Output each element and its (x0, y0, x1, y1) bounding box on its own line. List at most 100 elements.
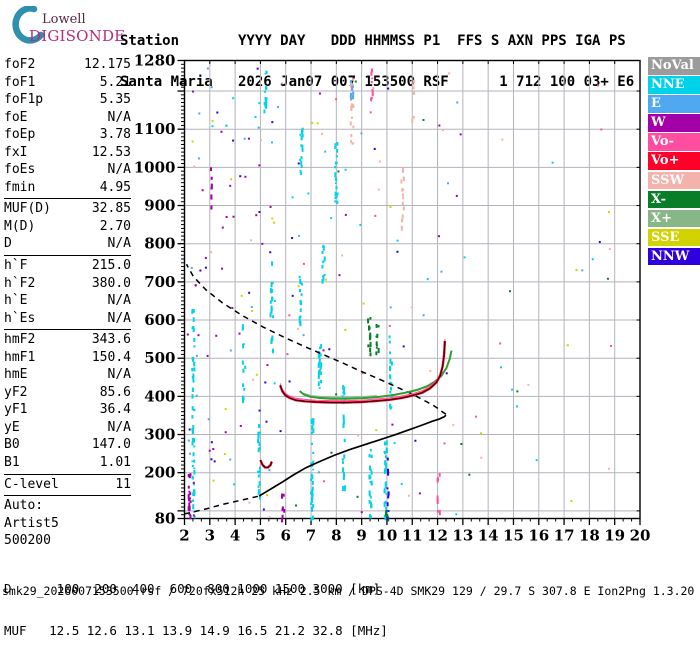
x-axis-label-16: 16 (528, 527, 549, 545)
o-mode-fringe (279, 339, 446, 402)
y-axis-label-200: 200 (144, 464, 175, 482)
x-axis-label-9: 9 (356, 527, 366, 545)
param-label: B0 (4, 437, 20, 453)
param-value: 36.4 (99, 402, 131, 418)
param-label: D (4, 236, 12, 252)
param-row-hes: h`Es N/A (4, 310, 131, 328)
y-axis-label-900: 900 (144, 197, 175, 215)
param-label: h`F2 (4, 275, 36, 291)
x-axis-label-12: 12 (427, 527, 448, 545)
x-axis-label-7: 7 (306, 527, 316, 545)
param-label: hmF1 (4, 349, 36, 365)
legend-item-vo: Vo- (648, 133, 700, 151)
x-axis-label-10: 10 (377, 527, 398, 545)
status-line: smk29_2026007153500.rsf / 720fx512h 25 k… (2, 584, 695, 598)
param-label: yF1 (4, 402, 28, 418)
logo-digisonde-text: DIGISONDE (29, 27, 126, 45)
param-value: 4.95 (99, 179, 131, 195)
param-row-ye: yE N/A (4, 419, 131, 437)
d-row: D 100 200 400 600 800 1000 1500 3000 [km… (4, 580, 381, 596)
param-value: 3.78 (99, 127, 131, 143)
y-axis-label-700: 700 (144, 273, 175, 291)
x-mode-trace (298, 350, 453, 400)
x-mode-trace-faint (303, 392, 377, 399)
param-value: 1.01 (99, 455, 131, 471)
param-value: 2.70 (99, 218, 131, 234)
param-label: h`Es (4, 310, 36, 326)
param-value: 5.21 (99, 74, 131, 90)
f1-cusp-trace (259, 459, 273, 469)
param-row-fof1p: foF1p 5.35 (4, 91, 131, 109)
legend-item-nne: NNE (648, 76, 700, 94)
parameter-panel: foF2 12.175 foF1 5.21 foF1p 5.35 foE N/A foEp 3.7… (4, 56, 131, 550)
param-row-he: h`E N/A (4, 292, 131, 310)
param-row-fof2: foF2 12.175 (4, 56, 131, 74)
param-row-hmf1: hmF1 150.4 (4, 349, 131, 367)
param-value: 215.0 (91, 258, 131, 274)
x-axis-label-5: 5 (255, 527, 265, 545)
param-label: foF1 (4, 74, 36, 90)
param-row-clevel: C-level 11 (4, 476, 131, 494)
param-row-fof1: foF1 5.21 (4, 74, 131, 92)
param-label: hmF2 (4, 332, 36, 348)
param-label: foE (4, 109, 28, 125)
artist-fitted-trace (279, 340, 446, 403)
legend-item-e: E (648, 95, 700, 113)
header-values-row: Santa Maria 2026 Jan07 007 153500 RSF 1 … (120, 73, 635, 90)
param-value: N/A (107, 162, 131, 178)
x-axis-label-13: 13 (452, 527, 473, 545)
param-row-hmf2: hmF2 343.6 (4, 331, 131, 349)
lowell-digisonde-logo: Lowell DIGISONDE (2, 4, 132, 50)
legend-item-ssw: SSW (648, 171, 700, 190)
y-axis-label-1100: 1100 (134, 120, 176, 138)
param-row-md: M(D) 2.70 (4, 218, 131, 236)
d-muf-table: D 100 200 400 600 800 1000 1500 3000 [km… (4, 553, 388, 653)
param-value: N/A (107, 109, 131, 125)
x-axis-label-20: 20 (630, 527, 651, 545)
param-value: 12.175 (84, 57, 131, 72)
param-label: hmE (4, 367, 28, 383)
x-axis-label-2: 2 (179, 527, 189, 545)
legend-item-x: X+ (648, 209, 700, 228)
param-label: h`E (4, 293, 28, 309)
param-value: 380.0 (91, 275, 131, 291)
param-label: M(D) (4, 218, 36, 234)
header-block: Station YYYY DAY DDD HHMMSS P1 FFS S AXN… (120, 7, 634, 104)
y-axis-label-300: 300 (144, 426, 175, 444)
x-axis-label-4: 4 (230, 527, 240, 545)
param-row-hf: h`F 215.0 (4, 257, 131, 275)
legend-item-vo: Vo+ (648, 152, 700, 170)
param-value: N/A (107, 293, 131, 309)
param-row-b0: B0 147.0 (4, 436, 131, 454)
param-value: N/A (107, 419, 131, 435)
param-label: C-level (4, 476, 59, 492)
param-value: 11 (115, 476, 131, 492)
param-row-mufd: MUF(D) 32.85 (4, 200, 131, 218)
param-label: foEs (4, 162, 36, 178)
param-divider (4, 495, 131, 497)
param-value: N/A (107, 367, 131, 383)
x-axis-label-17: 17 (554, 527, 575, 545)
param-value: 147.0 (91, 437, 131, 453)
x-axis-label-19: 19 (604, 527, 625, 545)
topside-profile-dashed (185, 263, 447, 415)
param-row-yf2: yF2 85.6 (4, 384, 131, 402)
param-value: 5.35 (99, 92, 131, 108)
header-columns-row: Station YYYY DAY DDD HHMMSS P1 FFS S AXN… (120, 32, 626, 49)
param-label: Auto: (4, 498, 44, 514)
param-row-fmin: fmin 4.95 (4, 179, 131, 197)
x-axis-label-14: 14 (478, 527, 499, 545)
param-label: h`F (4, 258, 28, 274)
y-axis-label-80: 80 (155, 510, 176, 528)
y-axis-label-1000: 1000 (134, 158, 176, 176)
param-label: MUF(D) (4, 201, 51, 217)
param-label: fmin (4, 179, 36, 195)
legend-item-noval: NoVal (648, 57, 700, 75)
param-row-fxi: fxI 12.53 (4, 144, 131, 162)
param-label: B1 (4, 455, 20, 471)
logo-lowell-text: Lowell (42, 12, 86, 27)
param-label: fxI (4, 144, 28, 160)
o-mode-trace (279, 340, 447, 404)
param-value: 32.85 (91, 201, 131, 217)
param-divider (4, 329, 131, 331)
